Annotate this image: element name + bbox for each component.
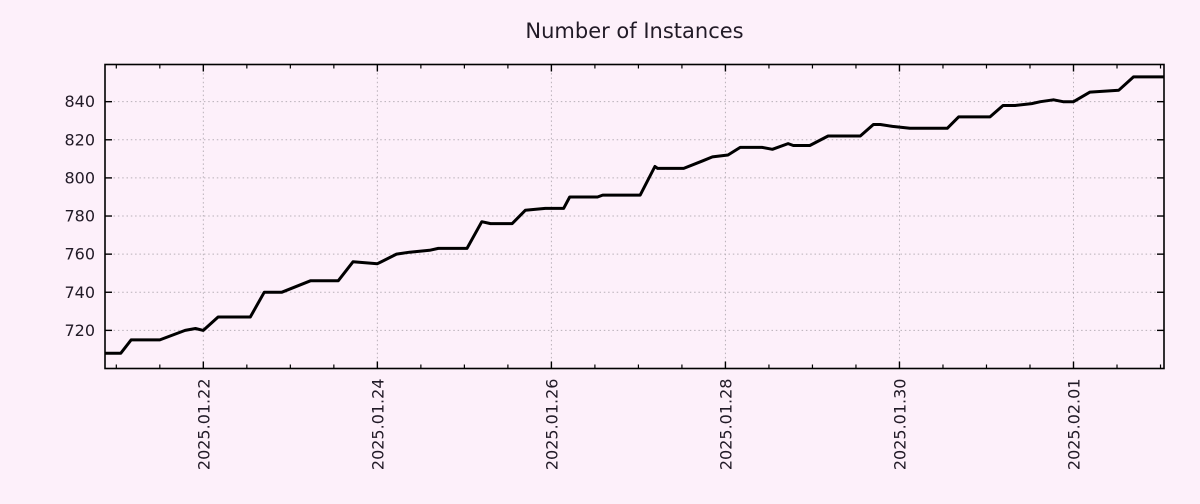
- x-tick-label: 2025.01.28: [716, 379, 735, 471]
- y-tick-label: 820: [64, 130, 95, 149]
- y-tick-labels: 720 740 760 780 800 820 840: [64, 92, 95, 340]
- y-tick-label: 840: [64, 92, 95, 111]
- y-tick-label: 780: [64, 207, 95, 226]
- data-line: [105, 75, 1164, 355]
- x-tick-label: 2025.02.01: [1065, 379, 1084, 471]
- y-tick-label: 800: [64, 168, 95, 187]
- gridlines: [105, 64, 1164, 369]
- y-tick-label: 740: [64, 283, 95, 302]
- plot-border: [104, 63, 1165, 370]
- y-tick-label: 720: [64, 321, 95, 340]
- x-tick-label: 2025.01.22: [194, 379, 213, 471]
- x-tick-label: 2025.01.30: [890, 379, 909, 471]
- x-tick-label: 2025.01.24: [368, 379, 387, 471]
- x-tick-label: 2025.01.26: [542, 379, 561, 471]
- y-tick-label: 760: [64, 245, 95, 264]
- x-tick-labels: 2025.01.22 2025.01.24 2025.01.26 2025.01.28…: [194, 379, 1083, 471]
- chart-title: Number of Instances: [525, 19, 743, 43]
